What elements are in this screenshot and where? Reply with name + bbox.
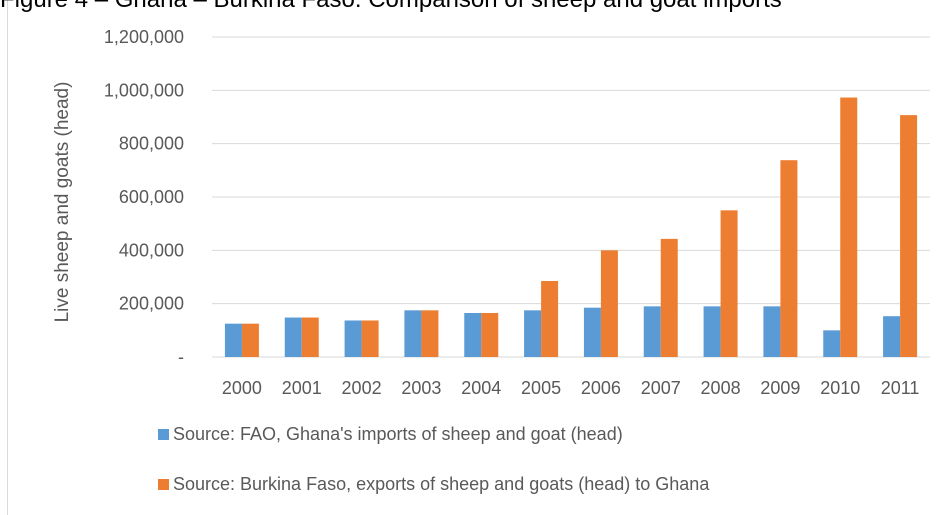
x-tick-label: 2011 bbox=[881, 378, 920, 398]
bars bbox=[224, 97, 918, 358]
y-tick-label: 400,000 bbox=[119, 240, 184, 260]
legend-label-fao: Source: FAO, Ghana's imports of sheep an… bbox=[173, 424, 623, 444]
bar-burkina-2010 bbox=[840, 97, 858, 358]
bar-burkina-2000 bbox=[241, 323, 259, 357]
chart-frame-edge bbox=[7, 0, 8, 515]
legend-item-fao: Source: FAO, Ghana's imports of sheep an… bbox=[158, 424, 623, 445]
bar-burkina-2001 bbox=[301, 317, 319, 357]
x-tick-label: 2001 bbox=[282, 378, 322, 398]
bar-fao-2004 bbox=[464, 313, 482, 357]
y-tick-labels: - 200,000 400,000 600,000 800,000 1,000,000 1,… bbox=[104, 27, 184, 367]
bar-fao-2000 bbox=[224, 323, 242, 357]
bar-fao-2003 bbox=[404, 310, 422, 357]
legend-swatch-burkina bbox=[158, 479, 169, 490]
x-tick-label: 2000 bbox=[222, 378, 262, 398]
x-tick-label: 2006 bbox=[581, 378, 621, 398]
bar-fao-2005 bbox=[524, 310, 542, 357]
bar-burkina-2008 bbox=[720, 210, 738, 357]
bar-fao-2011 bbox=[883, 316, 901, 357]
bar-burkina-2007 bbox=[660, 238, 678, 357]
figure-caption: Figure 4 – Ghana – Burkina Faso: Compari… bbox=[0, 0, 782, 14]
bar-fao-2008 bbox=[703, 306, 721, 357]
x-tick-labels: 2000 2001 2002 2003 2004 2005 2006 2007 2008 2009… bbox=[222, 378, 920, 398]
bar-fao-2007 bbox=[643, 306, 661, 357]
legend-label-burkina: Source: Burkina Faso, exports of sheep a… bbox=[173, 474, 710, 494]
bar-burkina-2004 bbox=[481, 313, 499, 357]
y-axis-label: Live sheep and goats (head) bbox=[52, 82, 73, 323]
bar-fao-2002 bbox=[344, 320, 362, 357]
bar-burkina-2005 bbox=[541, 281, 559, 357]
y-tick-label: - bbox=[178, 347, 184, 367]
x-tick-label: 2009 bbox=[760, 378, 800, 398]
bar-fao-2001 bbox=[284, 317, 302, 357]
x-tick-label: 2004 bbox=[461, 378, 501, 398]
x-tick-label: 2010 bbox=[820, 378, 860, 398]
legend-swatch-fao bbox=[158, 429, 169, 440]
bar-burkina-2006 bbox=[600, 250, 618, 357]
bar-burkina-2011 bbox=[900, 115, 918, 357]
x-tick-label: 2005 bbox=[521, 378, 561, 398]
bar-burkina-2002 bbox=[361, 320, 379, 357]
x-tick-label: 2002 bbox=[342, 378, 382, 398]
x-tick-label: 2007 bbox=[641, 378, 681, 398]
y-tick-label: 1,200,000 bbox=[104, 27, 184, 47]
bar-fao-2006 bbox=[583, 307, 601, 357]
bar-fao-2010 bbox=[823, 330, 841, 357]
x-tick-label: 2008 bbox=[701, 378, 741, 398]
y-tick-label: 1,000,000 bbox=[104, 80, 184, 100]
y-tick-label: 800,000 bbox=[119, 134, 184, 154]
legend-item-burkina: Source: Burkina Faso, exports of sheep a… bbox=[158, 474, 709, 495]
bar-burkina-2009 bbox=[780, 160, 798, 357]
bar-burkina-2003 bbox=[421, 310, 439, 357]
gridlines bbox=[212, 36, 930, 358]
bar-fao-2009 bbox=[763, 306, 781, 357]
y-tick-label: 600,000 bbox=[119, 187, 184, 207]
x-tick-label: 2003 bbox=[401, 378, 441, 398]
y-tick-label: 200,000 bbox=[119, 294, 184, 314]
